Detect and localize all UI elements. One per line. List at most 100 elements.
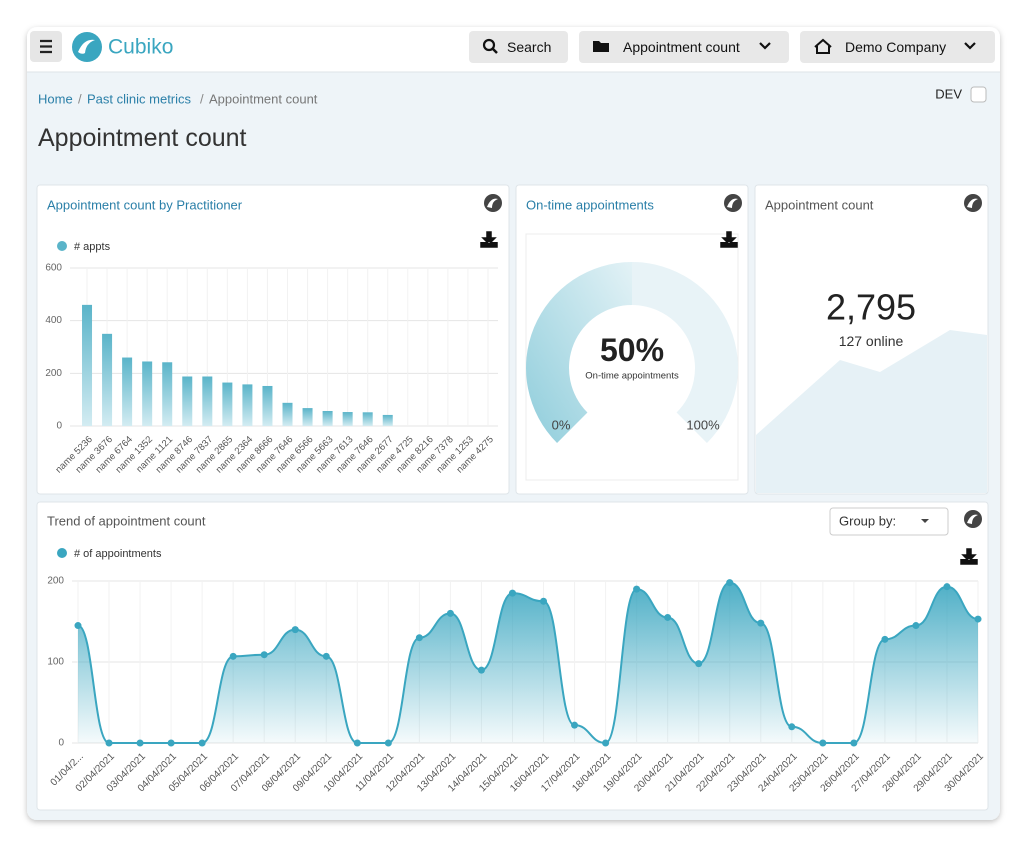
search-button[interactable]: Search: [469, 31, 568, 63]
gauge-value-label: 50%: [600, 332, 664, 368]
point: [446, 609, 454, 617]
dev-label: DEV: [935, 87, 962, 102]
company-menu[interactable]: Demo Company: [800, 31, 995, 63]
point: [291, 626, 299, 634]
y-tick-label: 600: [45, 263, 62, 274]
point: [105, 739, 113, 747]
chart-title: On-time appointments: [526, 198, 654, 213]
legend-label: # of appointments: [74, 548, 162, 560]
bar: [262, 385, 273, 426]
legend-label: # appts: [74, 241, 111, 253]
bar: [242, 384, 253, 426]
gauge-max-label: 100%: [686, 418, 720, 433]
group-by-label[interactable]: Group by:: [839, 514, 896, 529]
point: [664, 613, 672, 621]
point: [633, 585, 641, 593]
report-menu[interactable]: Appointment count: [579, 31, 789, 63]
breadcrumb-link[interactable]: Past clinic metrics: [87, 92, 192, 107]
company-menu-bg[interactable]: [800, 31, 995, 63]
point: [353, 739, 361, 747]
bar: [302, 408, 313, 426]
y-tick-label: 200: [47, 576, 64, 587]
kpi-background: [756, 330, 987, 493]
bar: [102, 333, 113, 426]
menu-icon[interactable]: [40, 39, 52, 54]
point: [788, 723, 796, 731]
point: [508, 589, 516, 597]
bar: [82, 304, 93, 426]
point: [322, 652, 330, 660]
point: [819, 739, 827, 747]
home-icon[interactable]: [814, 38, 832, 54]
chart-title: Appointment count: [765, 198, 874, 213]
chart-title: Trend of appointment count: [47, 514, 206, 529]
breadcrumb-current: Appointment count: [209, 92, 318, 107]
chart-title: Appointment count by Practitioner: [47, 198, 243, 213]
gauge-track: [632, 262, 738, 443]
bar: [182, 376, 193, 426]
group-by-select[interactable]: [829, 507, 949, 536]
point: [136, 739, 144, 747]
download-icon[interactable]: [960, 548, 978, 565]
y-tick-label: 200: [45, 368, 62, 379]
y-tick-label: 400: [45, 315, 62, 326]
point: [912, 622, 920, 630]
point: [695, 660, 703, 668]
report-menu-bg[interactable]: [579, 31, 789, 63]
page-title: Appointment count: [38, 124, 247, 152]
legend-marker: [57, 241, 67, 251]
search-label[interactable]: Search: [507, 39, 551, 55]
dropdown-arrow[interactable]: [921, 519, 929, 523]
logo[interactable]: [72, 32, 102, 62]
breadcrumb-link[interactable]: Home: [38, 92, 73, 107]
bar: [282, 402, 293, 426]
bar: [122, 357, 133, 426]
report-menu-label[interactable]: Appointment count: [623, 39, 740, 55]
widget-logo-mark[interactable]: [487, 198, 498, 208]
area: [78, 582, 978, 743]
kpi-subtitle: 127 online: [839, 333, 904, 349]
y-tick-label: 100: [47, 657, 64, 668]
widget-logo-mark[interactable]: [967, 198, 978, 208]
point: [477, 666, 485, 674]
point: [415, 634, 423, 642]
company-menu-label[interactable]: Demo Company: [845, 39, 946, 55]
point: [881, 635, 889, 643]
point: [757, 619, 765, 627]
menu-button[interactable]: [30, 31, 62, 62]
breadcrumb-sep: /: [78, 92, 82, 107]
group-by[interactable]: Group by:: [829, 507, 949, 536]
brand[interactable]: Cubiko: [108, 36, 173, 59]
bar: [202, 376, 213, 426]
download-icon[interactable]: [720, 231, 738, 248]
bar: [322, 410, 333, 426]
folder-icon[interactable]: [593, 41, 609, 52]
gauge-value: [525, 262, 632, 443]
search-icon-handle[interactable]: [492, 48, 498, 54]
chevron[interactable]: [964, 42, 976, 50]
bar: [142, 361, 153, 426]
bar: [382, 414, 393, 426]
breadcrumb-sep: /: [200, 92, 204, 107]
download-icon[interactable]: [480, 231, 498, 248]
gauge-min-label: 0%: [552, 418, 571, 433]
point: [974, 615, 982, 623]
bar: [342, 412, 353, 426]
point: [726, 579, 734, 587]
widget-logo-mark[interactable]: [967, 514, 978, 524]
gauge-frame: [525, 233, 739, 481]
search-bg[interactable]: [469, 31, 568, 63]
chevron[interactable]: [759, 42, 771, 50]
point: [74, 622, 82, 630]
dev-checkbox[interactable]: [970, 86, 987, 103]
point: [167, 739, 175, 747]
y-tick-label: 0: [56, 421, 62, 432]
legend-marker: [57, 548, 67, 558]
widget-logo-mark[interactable]: [727, 198, 738, 208]
logo-mark[interactable]: [78, 39, 95, 54]
point: [850, 739, 858, 747]
search-icon[interactable]: [482, 38, 496, 52]
point: [198, 739, 206, 747]
point: [260, 651, 268, 659]
point: [229, 652, 237, 660]
